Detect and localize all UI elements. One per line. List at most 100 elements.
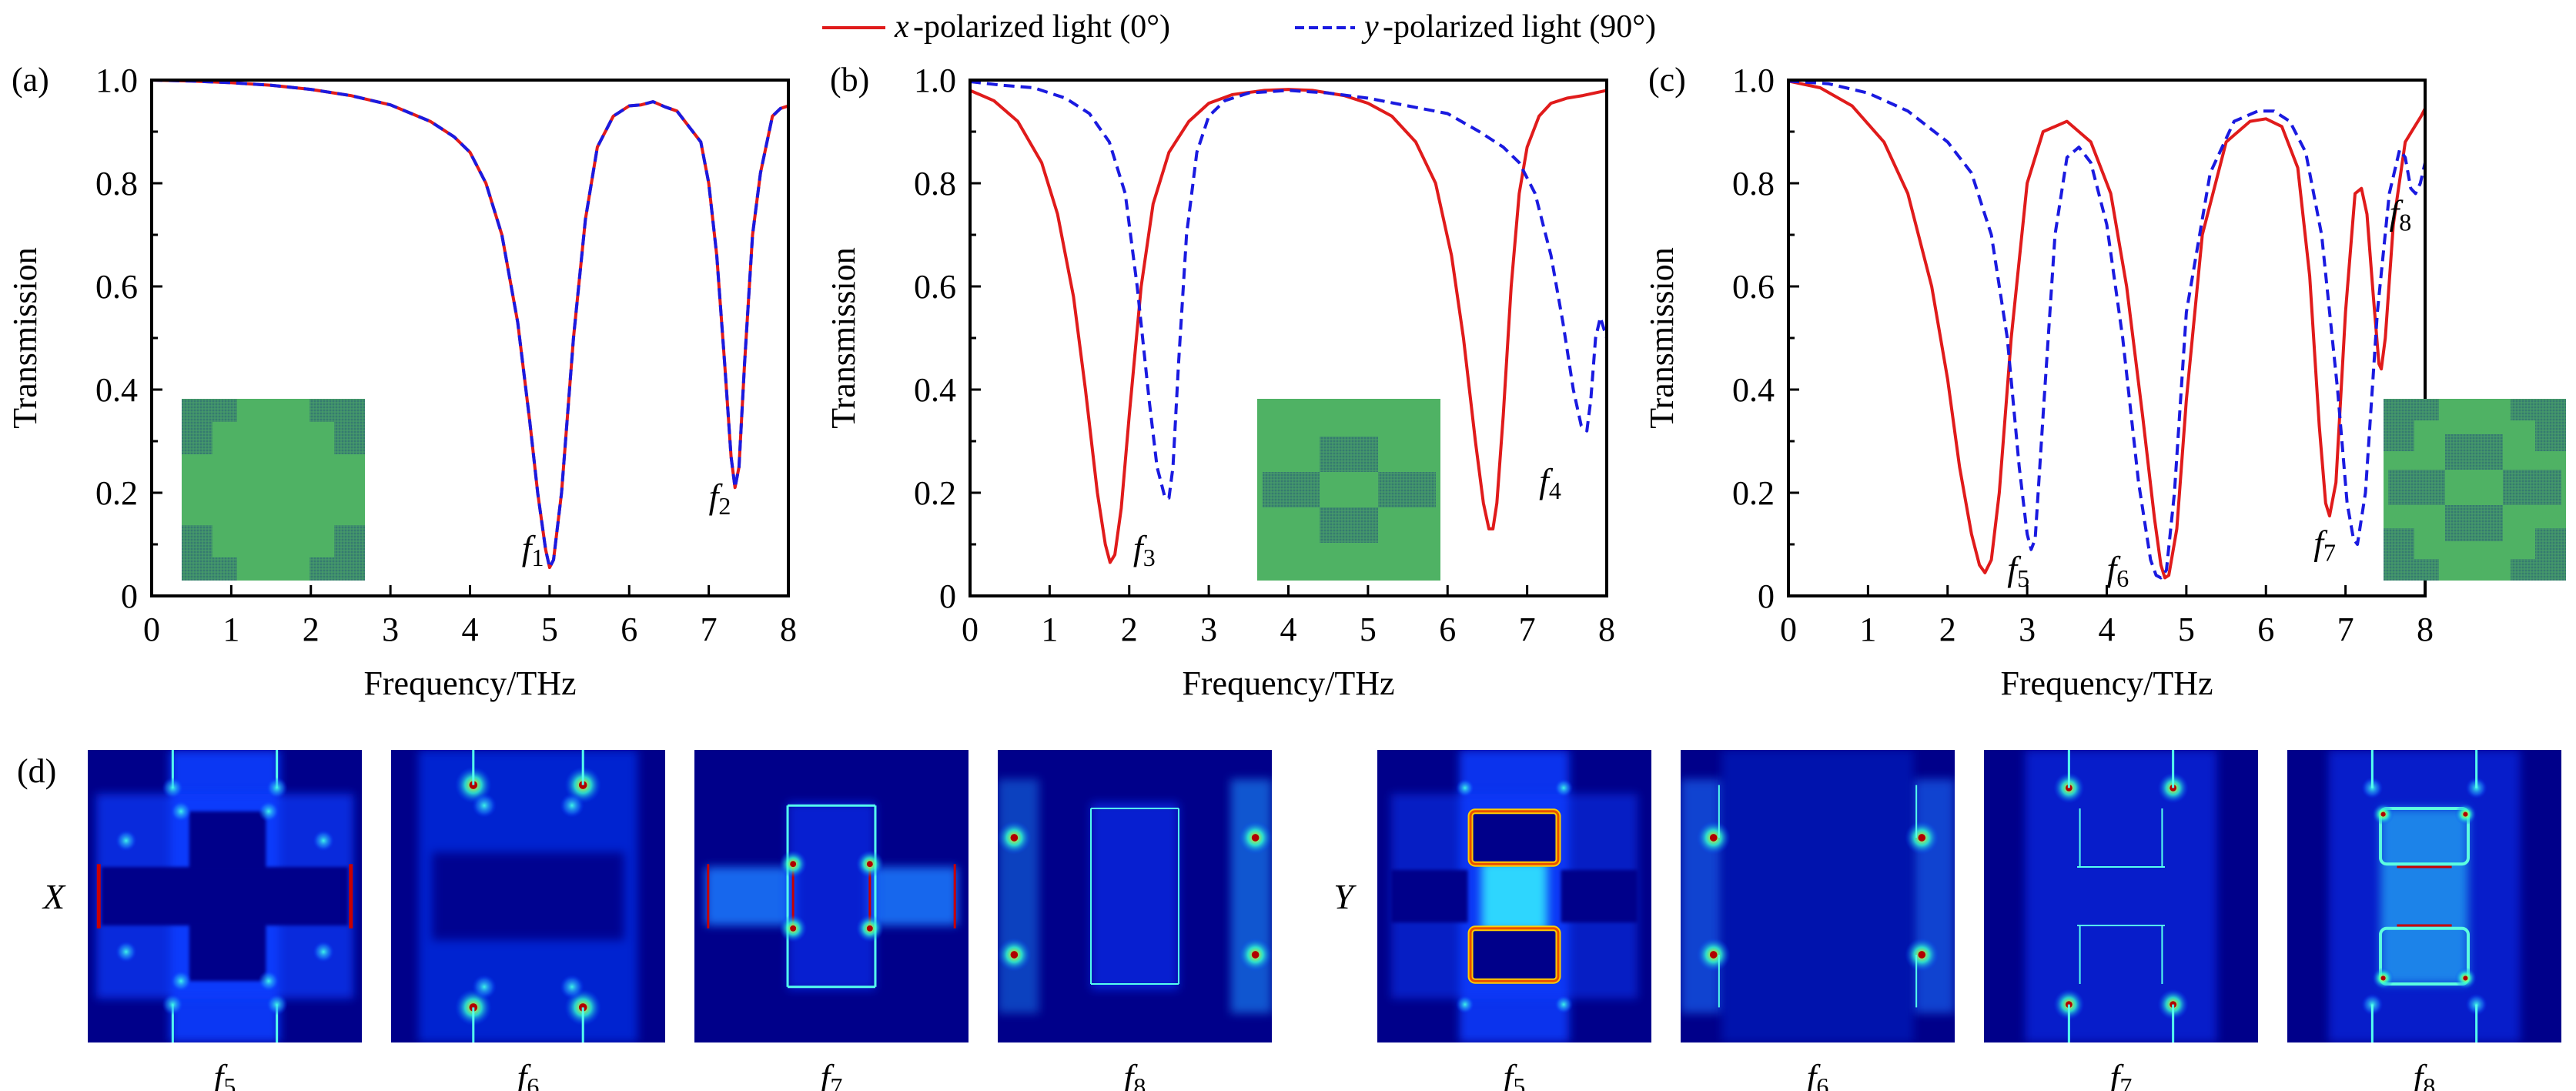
x-tick-label: 0	[962, 611, 979, 648]
field-spot	[115, 829, 137, 852]
panel-a-chart: (a) 0 1 2 3 4 5 6 7 8 0 0.2 0.4 0.6 0.8 1.0 Frequency/TH…	[6, 61, 797, 702]
x-tick-label: 8	[2417, 611, 2434, 648]
field-spot	[170, 970, 192, 992]
y-tick-label: 0.2	[1732, 474, 1775, 512]
y-axis-label: Transmission	[6, 247, 44, 429]
row-label-y: Y	[1333, 877, 1357, 916]
field-region	[1913, 779, 1955, 1013]
x-tick-label: 7	[2337, 611, 2354, 648]
field-map-label: f7	[821, 1057, 843, 1091]
x-tick-label: 2	[1121, 611, 1138, 648]
panel-label: (c)	[1648, 61, 1686, 99]
series-line-y-polarized	[1788, 80, 2425, 580]
x-tick-label: 5	[541, 611, 558, 648]
annotation-f4: f4	[1539, 461, 1561, 504]
field-map-label: f6	[1807, 1057, 1829, 1091]
x-tick-label: 3	[382, 611, 399, 648]
field-map-label: f5	[214, 1057, 236, 1091]
x-tick-label: 3	[2019, 611, 2036, 648]
x-tick-label: 3	[1200, 611, 1217, 648]
field-map-image	[694, 750, 969, 1042]
x-tick-label: 7	[701, 611, 718, 648]
field-spot	[1554, 995, 1574, 1014]
y-tick-label: 0	[121, 577, 138, 615]
field-map-y-f7: f7	[1984, 750, 2258, 1091]
field-region	[432, 852, 624, 940]
field-region	[1721, 750, 1914, 1042]
field-map-label: f8	[2414, 1057, 2436, 1091]
y-tick-label: 0.6	[95, 268, 138, 306]
field-peak	[1010, 951, 1019, 959]
x-tick-label: 4	[462, 611, 479, 648]
panel-label: (a)	[12, 61, 49, 99]
y-tick-label: 0.8	[914, 165, 956, 202]
field-ring	[1467, 925, 1561, 984]
field-map-label: f5	[1504, 1057, 1526, 1091]
field-map-image	[1681, 750, 1955, 1042]
inset-unit-cell-a	[182, 399, 365, 581]
field-peak	[1709, 834, 1718, 842]
series-group	[152, 80, 788, 570]
field-ring	[1467, 808, 1561, 867]
field-peak	[1918, 951, 1926, 959]
field-spot	[559, 974, 584, 999]
series-line-x-polarized	[1788, 80, 2425, 580]
axes-frame	[1787, 79, 2427, 597]
inset-unit-cell-c	[2384, 399, 2566, 581]
x-tick-label: 4	[2099, 611, 2116, 648]
y-tick-label: 0	[1758, 577, 1775, 615]
x-tick-label: 5	[2178, 611, 2195, 648]
field-peak	[790, 861, 797, 868]
field-map-label: f6	[517, 1057, 540, 1091]
field-peak	[2380, 976, 2386, 981]
panel-b-chart: (b) 0 1 2 3 4 5 6 7 8 0 0.2 0.4 0.6 0.8 1.0 Frequency/TH…	[825, 61, 1615, 702]
field-dark	[1390, 869, 1468, 923]
field-map-image	[391, 750, 665, 1042]
field-spot	[266, 777, 288, 799]
field-dark-cross	[101, 867, 349, 925]
annotation-f7: f7	[2313, 523, 2336, 566]
inset-unit-cell-b	[1257, 399, 1440, 581]
field-peak	[2380, 812, 2386, 817]
x-tick-label: 1	[222, 611, 239, 648]
annotation-f8: f8	[2389, 193, 2411, 236]
field-peak	[1251, 834, 1260, 842]
y-tick-label: 0.2	[914, 474, 956, 512]
legend: x -polarized light (0°) y -polarized lig…	[822, 9, 1656, 45]
x-tick-label: 1	[1041, 611, 1058, 648]
x-tick-label: 7	[1519, 611, 1536, 648]
panel-c-chart: (c) 0 1 2 3 4 5 6 7 8 0 0.2 0.4 0.6 0.8 1.0 Frequency/TH…	[1643, 61, 2434, 702]
y-tick-label: 0.4	[95, 371, 138, 409]
field-spot	[313, 829, 335, 852]
field-peak	[1010, 834, 1019, 842]
annotation-f2: f2	[709, 477, 731, 520]
field-map-image	[2287, 750, 2561, 1042]
series-line-y-polarized	[970, 80, 1607, 500]
field-map-y-f8: f8	[2287, 750, 2561, 1091]
field-map-x-f5: f5	[88, 750, 362, 1091]
x-tick-label: 2	[303, 611, 319, 648]
field-spot	[559, 793, 584, 818]
field-spot	[1455, 778, 1474, 798]
field-spot	[266, 993, 288, 1016]
x-tick-label: 6	[1439, 611, 1456, 648]
field-spot	[115, 941, 137, 963]
annotation-f3: f3	[1133, 528, 1156, 571]
field-spot	[257, 800, 279, 822]
field-peak	[2463, 976, 2468, 981]
row-label-x: X	[42, 877, 66, 916]
field-spot	[257, 970, 279, 992]
x-tick-label: 2	[1939, 611, 1956, 648]
field-spot	[162, 993, 184, 1016]
x-tick-label: 0	[1780, 611, 1797, 648]
field-map-image	[88, 750, 362, 1042]
y-tick-label: 0.6	[914, 268, 956, 306]
x-axis-label: Frequency/THz	[363, 664, 576, 702]
field-map-image	[998, 750, 1272, 1042]
y-tick-label: 0.4	[1732, 371, 1775, 409]
field-map-x-f6: f6	[391, 750, 665, 1091]
field-map-y-f5: f5	[1377, 750, 1651, 1091]
y-tick-label: 1.0	[914, 62, 956, 99]
field-map-x-f7: f7	[694, 750, 969, 1091]
y-tick-label: 1.0	[1732, 62, 1775, 99]
